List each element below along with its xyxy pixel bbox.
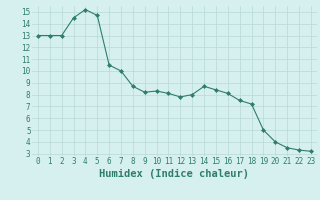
X-axis label: Humidex (Indice chaleur): Humidex (Indice chaleur) [100,169,249,179]
